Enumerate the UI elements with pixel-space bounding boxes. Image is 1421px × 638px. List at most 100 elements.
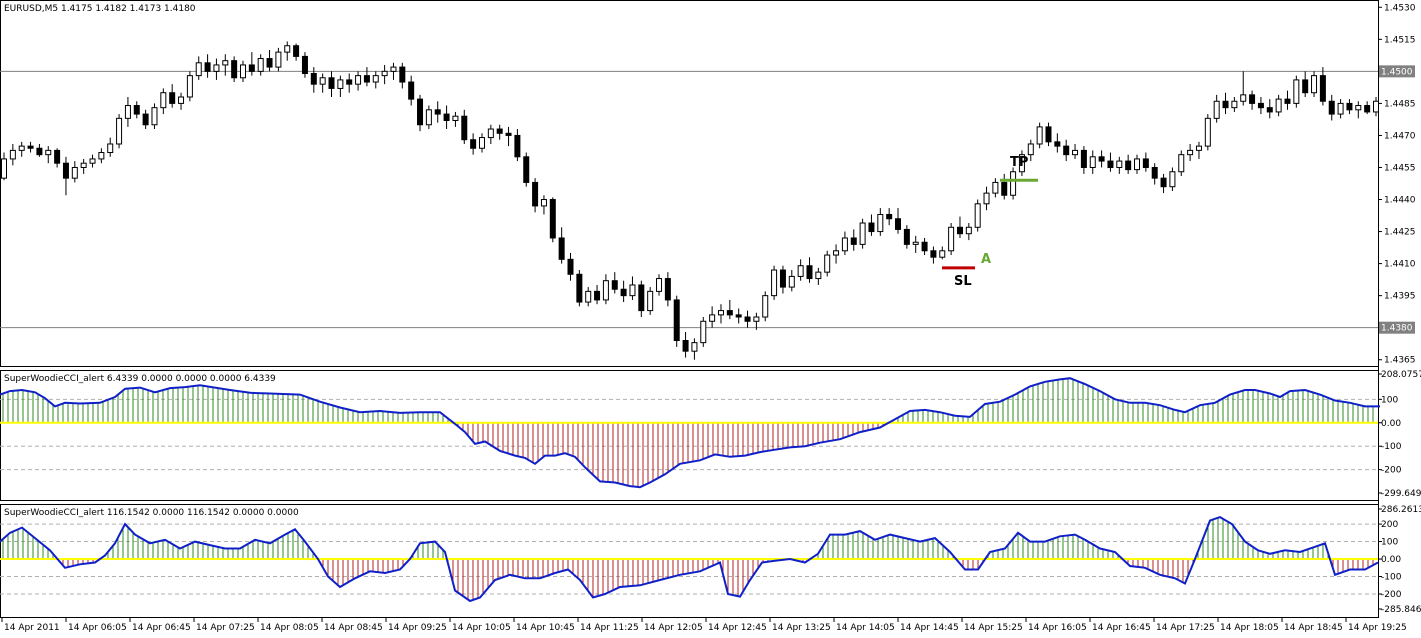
time-tick-label: 14 Apr 09:25 xyxy=(388,623,447,633)
bull-candle-body xyxy=(965,226,972,235)
candle xyxy=(788,270,795,292)
price-tick-label: 1.4470 xyxy=(1384,131,1416,141)
cci-tick-label: 100 xyxy=(1381,538,1398,548)
bull-candle-body xyxy=(284,45,291,53)
candle xyxy=(1134,154,1141,174)
candle xyxy=(116,114,123,149)
candle xyxy=(222,54,229,76)
bear-candle-body xyxy=(204,62,211,72)
bull-candle-body xyxy=(45,149,52,156)
bear-candle-body xyxy=(806,265,813,280)
time-tick-label: 14 Apr 06:45 xyxy=(132,623,191,633)
candle xyxy=(178,92,185,110)
bull-candle-body xyxy=(1275,98,1282,113)
bull-candle-body xyxy=(797,265,804,277)
time-tick-label: 14 Apr 18:05 xyxy=(1220,623,1279,633)
candle xyxy=(142,109,149,130)
candle xyxy=(1,152,7,181)
candle xyxy=(912,235,919,253)
price-axis[interactable]: 1.4530 1.4515 1.4500 1.4485 1.4470 1.4455 1.44… xyxy=(1378,3,1416,366)
bull-candle-body xyxy=(540,199,547,207)
candle xyxy=(1222,92,1229,115)
horizontal-lines[interactable]: 1.4500 1.4380 xyxy=(0,65,1415,334)
price-pane[interactable] xyxy=(0,0,1379,367)
candle xyxy=(1080,146,1087,174)
candle xyxy=(1319,67,1326,106)
bear-candle-body xyxy=(1266,107,1273,113)
time-tick-label: 14 Apr 10:45 xyxy=(516,623,575,633)
time-axis[interactable]: 14 Apr 2011 14 Apr 06:05 14 Apr 06:45 14 Ap… xyxy=(1,618,1407,633)
bull-candle-body xyxy=(1116,160,1123,168)
bull-candle-body xyxy=(425,109,432,126)
candle xyxy=(62,156,69,196)
candle xyxy=(850,229,857,251)
candle xyxy=(124,96,131,127)
candle xyxy=(558,227,565,264)
candle xyxy=(1284,90,1291,110)
candle xyxy=(1018,150,1025,177)
candle xyxy=(80,158,87,174)
bull-candle-body xyxy=(478,137,485,149)
candle xyxy=(549,197,556,243)
candle xyxy=(275,47,282,72)
cci-pane-1[interactable] xyxy=(0,370,1379,501)
candle xyxy=(1364,101,1371,115)
cci-tick-label: -100 xyxy=(1381,573,1402,583)
candle xyxy=(1027,139,1034,162)
candle xyxy=(1045,122,1052,147)
cci-line xyxy=(0,516,1379,603)
bear-candle-body xyxy=(1125,160,1132,171)
candle xyxy=(284,41,291,61)
bear-candle-body xyxy=(1098,156,1105,162)
bull-candle-body xyxy=(717,310,724,316)
candle xyxy=(841,231,848,256)
candle xyxy=(1151,163,1158,185)
candle xyxy=(107,137,114,157)
candles xyxy=(1,41,1379,360)
candle xyxy=(381,64,388,85)
bear-candle-body xyxy=(434,109,441,115)
candle xyxy=(310,67,317,93)
bull-candle-body xyxy=(487,128,494,139)
bear-candle-body xyxy=(62,162,69,179)
candle xyxy=(195,56,202,80)
bull-candle-body xyxy=(160,92,167,109)
bear-candle-body xyxy=(779,269,786,288)
candle xyxy=(974,199,981,232)
candle xyxy=(629,276,636,300)
bear-candle-body xyxy=(266,58,273,68)
bear-candle-body xyxy=(1045,126,1052,143)
bear-candle-body xyxy=(408,81,415,100)
candle xyxy=(709,306,716,328)
candle xyxy=(71,161,78,183)
bull-candle-body xyxy=(824,254,831,273)
candle xyxy=(1231,96,1238,112)
bear-candle-body xyxy=(231,60,238,79)
bull-candle-body xyxy=(762,295,769,318)
bull-candle-body xyxy=(1010,171,1017,196)
bull-candle-body xyxy=(1213,100,1220,119)
bull-candle-body xyxy=(1018,154,1025,173)
bull-candle-body xyxy=(1240,94,1247,102)
bear-candle-body xyxy=(1160,177,1167,188)
candle xyxy=(647,287,654,315)
candle xyxy=(346,73,353,93)
candle xyxy=(602,274,609,305)
cci-pane-2[interactable] xyxy=(0,504,1379,618)
candle xyxy=(1001,173,1008,200)
candle xyxy=(9,143,16,166)
bull-candle-body xyxy=(992,181,999,194)
candle xyxy=(337,75,344,97)
bear-candle-body xyxy=(1319,75,1326,102)
candle xyxy=(877,208,884,236)
bull-candle-body xyxy=(656,278,663,292)
candle xyxy=(833,244,840,264)
bull-candle-body xyxy=(1178,154,1185,173)
bear-candle-body xyxy=(567,258,574,275)
candle xyxy=(399,62,406,89)
candle xyxy=(372,71,379,89)
bear-candle-body xyxy=(594,290,601,301)
price-level-tag xyxy=(1379,321,1415,334)
candle xyxy=(983,186,990,211)
